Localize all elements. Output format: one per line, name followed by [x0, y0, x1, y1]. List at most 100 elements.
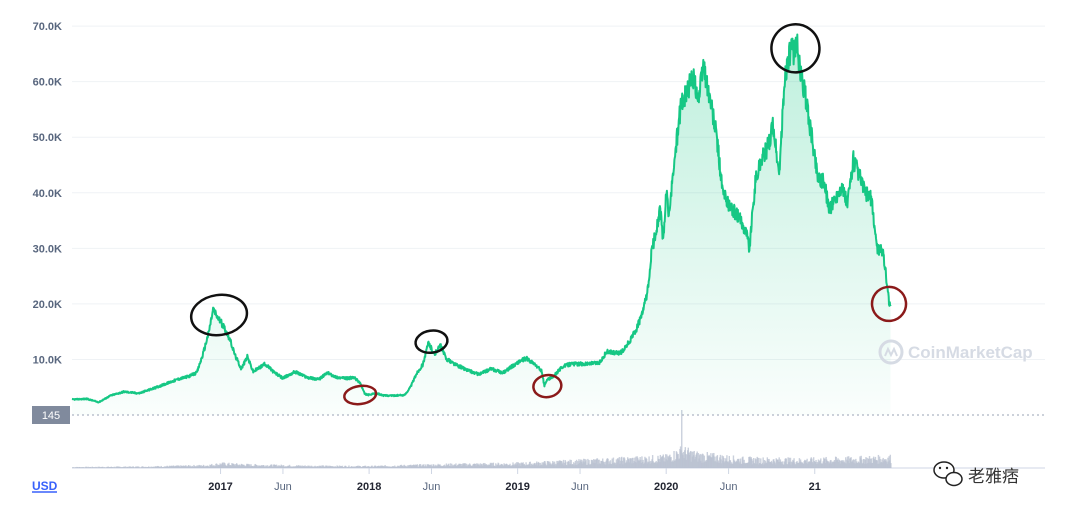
volume-bar: [758, 457, 760, 468]
volume-bar: [519, 463, 521, 468]
volume-bar: [185, 465, 187, 468]
volume-bar: [328, 465, 330, 468]
volume-bar: [585, 459, 587, 468]
y-axis: 70.0K 60.0K 50.0K 40.0K 30.0K 20.0K 10.0K: [33, 21, 62, 366]
volume-bar: [498, 463, 500, 468]
volume-bar: [211, 463, 213, 468]
volume-bar: [265, 465, 268, 468]
volume-bar: [863, 459, 865, 468]
volume-bar: [322, 465, 325, 468]
volume-bar: [785, 458, 788, 468]
volume-bar: [490, 462, 493, 468]
volume-bar: [541, 462, 543, 468]
wechat-account-name: 老雅痞: [968, 467, 1019, 487]
volume-bar: [345, 466, 347, 468]
volume-bar: [596, 458, 599, 468]
volume-bar: [820, 458, 822, 468]
volume-bar: [288, 464, 291, 468]
volume-bar: [726, 455, 728, 468]
volume-bar: [845, 457, 847, 468]
baseline: 145: [32, 406, 1045, 424]
y-tick-label: 20.0K: [33, 299, 62, 311]
volume-bar: [137, 466, 140, 468]
volume-bar: [789, 457, 792, 468]
y-tick-label: 60.0K: [33, 77, 62, 89]
volume-bar: [538, 462, 540, 468]
price-line: [71, 33, 892, 404]
annotation-ellipse-trough: [870, 285, 908, 323]
volume-bar: [572, 462, 575, 468]
volume-bar: [757, 457, 759, 468]
volume-bar: [630, 458, 632, 468]
volume-bar: [142, 466, 144, 468]
volume-bar: [348, 465, 350, 468]
volume-bar: [304, 465, 306, 468]
volume-bar: [681, 410, 683, 468]
volume-bar: [384, 465, 386, 468]
volume-bar: [495, 463, 497, 468]
volume-bar: [562, 459, 565, 468]
volume-bar: [455, 463, 457, 468]
y-tick-label: 40.0K: [33, 188, 62, 200]
volume-bar: [716, 455, 719, 468]
volume-bar: [696, 451, 698, 468]
volume-bar: [331, 466, 334, 468]
volume-bar: [861, 459, 863, 468]
y-tick-label: 10.0K: [33, 354, 62, 366]
x-tick-label: 2017: [208, 481, 232, 493]
volume-bar: [713, 452, 715, 468]
volume-bar: [607, 458, 609, 468]
volume-bar: [635, 456, 637, 468]
volume-bar: [317, 466, 319, 468]
baseline-badge: [32, 406, 70, 424]
volume-bar: [423, 464, 425, 468]
volume-bar: [85, 466, 88, 468]
annotation-ellipse-trough: [343, 384, 378, 406]
volume-bar: [569, 459, 571, 468]
volume-bar: [689, 450, 692, 468]
y-tick-label: 30.0K: [33, 243, 62, 255]
volume-bars: [72, 410, 892, 468]
volume-bar: [751, 458, 753, 468]
volume-bar: [465, 463, 468, 468]
volume-bar: [662, 454, 665, 468]
x-tick-label: 2018: [357, 481, 381, 493]
volume-bar: [79, 467, 81, 468]
volume-bar: [359, 466, 361, 468]
x-tick-label: Jun: [720, 481, 738, 493]
x-tick-label: Jun: [274, 481, 292, 493]
volume-bar: [451, 463, 453, 468]
volume-bar: [517, 462, 520, 468]
volume-bar: [275, 464, 278, 468]
volume-bar: [277, 465, 279, 468]
annotation-ellipse-peak: [414, 329, 449, 355]
y-tick-label: 50.0K: [33, 132, 62, 144]
volume-bar: [124, 466, 127, 468]
currency-selector[interactable]: USD: [32, 479, 58, 493]
volume-bar: [645, 458, 648, 468]
volume-bar: [575, 459, 578, 468]
volume-bar: [742, 456, 744, 468]
volume-bar: [148, 466, 150, 468]
volume-bar: [570, 459, 572, 468]
volume-bar: [282, 465, 285, 468]
watermark-text: CoinMarketCap: [908, 343, 1033, 362]
volume-bar: [87, 466, 89, 468]
volume-bar: [612, 457, 615, 468]
volume-bar: [341, 465, 344, 468]
volume-bar: [215, 463, 218, 468]
volume-bar: [271, 464, 273, 468]
volume-bar: [309, 465, 311, 468]
volume-bar: [320, 465, 322, 468]
volume-bar: [529, 461, 531, 468]
x-tick-label: 21: [809, 481, 821, 493]
volume-bar: [338, 465, 341, 468]
annotation-ellipse-peak: [770, 23, 821, 74]
volume-bar: [449, 463, 452, 468]
volume-bar: [492, 462, 495, 468]
volume-bar: [310, 465, 313, 468]
volume-bar: [755, 459, 757, 468]
annotation-ellipse-trough: [532, 373, 563, 399]
volume-bar: [443, 464, 446, 468]
